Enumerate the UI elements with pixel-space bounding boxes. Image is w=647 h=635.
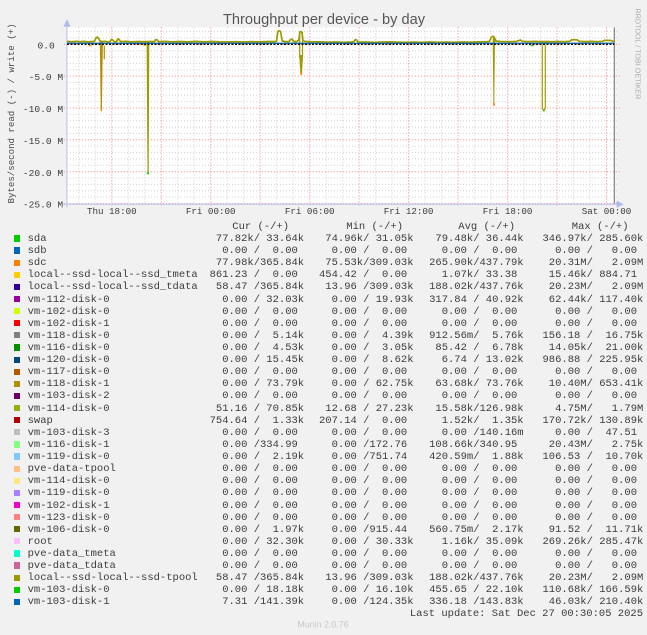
svg-text:Fri 12:00: Fri 12:00 (384, 206, 434, 217)
svg-text:Bytes/second read (-) / write: Bytes/second read (-) / write (+) (6, 23, 17, 203)
svg-text:0.0: 0.0 (38, 40, 56, 51)
svg-text:-20.0 M: -20.0 M (23, 168, 64, 179)
svg-text:-10.0 M: -10.0 M (23, 104, 64, 115)
svg-text:Fri 18:00: Fri 18:00 (483, 206, 533, 217)
svg-text:Thu 18:00: Thu 18:00 (87, 206, 137, 217)
svg-text:RRDTOOL / TOBI OETIKER: RRDTOOL / TOBI OETIKER (634, 9, 643, 100)
svg-text:Throughput per device - by day: Throughput per device - by day (223, 12, 426, 28)
svg-text:Fri 06:00: Fri 06:00 (285, 206, 335, 217)
svg-text:Fri 00:00: Fri 00:00 (186, 206, 236, 217)
svg-text:Sat 00:00: Sat 00:00 (582, 206, 632, 217)
svg-text:-15.0 M: -15.0 M (23, 136, 64, 147)
svg-text:-5.0 M: -5.0 M (29, 72, 64, 83)
svg-text:Munin 2.0.76: Munin 2.0.76 (297, 619, 348, 629)
svg-text:-25.0 M: -25.0 M (23, 200, 64, 211)
